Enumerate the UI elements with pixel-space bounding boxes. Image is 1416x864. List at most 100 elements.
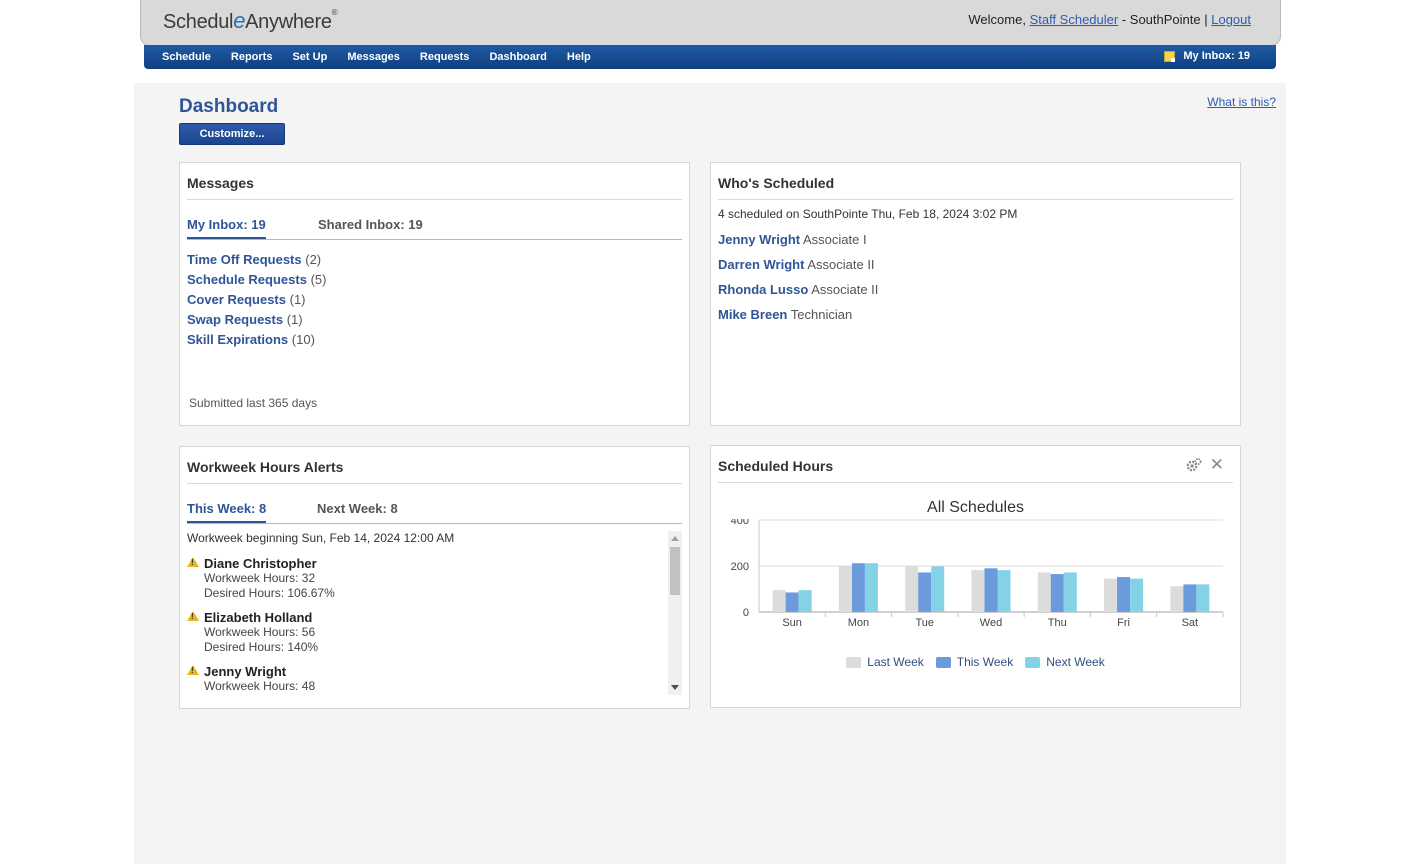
x-tick-label: Sat: [1182, 617, 1199, 629]
tab-this-week[interactable]: This Week: 8: [187, 501, 267, 523]
scheduled-hours-panel: Scheduled Hours ✕ All Schedules 0 200 400 S…: [710, 445, 1241, 708]
close-icon[interactable]: ✕: [1209, 455, 1224, 474]
skill-expirations-link[interactable]: Skill Expirations: [187, 332, 289, 347]
tab-my-inbox[interactable]: My Inbox: 19: [187, 217, 266, 239]
time-off-requests-link[interactable]: Time Off Requests: [187, 252, 302, 267]
divider: [187, 199, 682, 200]
warning-icon: [187, 665, 199, 675]
page-title: Dashboard: [179, 96, 279, 117]
legend-swatch: [846, 656, 862, 668]
bar-next-week[interactable]: [798, 590, 812, 612]
alert-name[interactable]: Jenny Wright: [204, 664, 287, 679]
schedule-requests-link[interactable]: Schedule Requests: [187, 272, 307, 287]
scheduled-list: Jenny Wright Associate I Darren Wright A…: [718, 232, 878, 332]
user-link[interactable]: Staff Scheduler: [1029, 12, 1119, 27]
welcome-text: Welcome, Staff Scheduler - SouthPointe |…: [968, 12, 1251, 27]
workweek-alerts-title: Workweek Hours Alerts: [187, 459, 344, 475]
messages-title: Messages: [187, 175, 254, 191]
whos-scheduled-title: Who's Scheduled: [718, 175, 835, 191]
messages-panel: Messages My Inbox: 19 Shared Inbox: 19 T…: [179, 162, 690, 426]
list-item: Schedule Requests (5): [187, 272, 327, 287]
bar-last-week[interactable]: [1104, 578, 1118, 612]
what-is-this-link[interactable]: What is this?: [1207, 95, 1276, 109]
divider: [187, 483, 682, 484]
submitted-note: Submitted last 365 days: [189, 396, 318, 410]
bar-this-week[interactable]: [851, 563, 865, 612]
tab-shared-inbox[interactable]: Shared Inbox: 19: [318, 217, 423, 232]
chart-legend: Last Week This Week Next Week: [711, 655, 1240, 669]
swap-requests-link[interactable]: Swap Requests: [187, 312, 284, 327]
warning-icon: [187, 557, 199, 567]
bar-last-week[interactable]: [971, 570, 985, 612]
gear-icon[interactable]: [1186, 457, 1202, 473]
nav-help[interactable]: Help: [566, 51, 591, 63]
bar-next-week[interactable]: [1196, 584, 1210, 612]
request-list: Time Off Requests (2) Schedule Requests …: [187, 252, 326, 352]
bar-chart: 0 200 400 Sun Mon Tue Wed Thu Fri Sat: [731, 519, 1224, 629]
nav-dashboard[interactable]: Dashboard: [489, 51, 547, 63]
bar-this-week[interactable]: [1117, 577, 1131, 612]
bar-next-week[interactable]: [931, 566, 945, 612]
nav-setup[interactable]: Set Up: [292, 51, 328, 63]
bar-next-week[interactable]: [997, 570, 1011, 612]
alerts-tabs: This Week: 8 Next Week: 8: [187, 499, 682, 524]
person-link[interactable]: Jenny Wright: [718, 232, 801, 247]
legend-last-week[interactable]: Last Week: [846, 655, 924, 669]
nav-requests[interactable]: Requests: [419, 51, 470, 63]
alert-item: Elizabeth Holland Workweek Hours: 56 Des…: [187, 610, 666, 655]
nav-messages[interactable]: Messages: [347, 51, 400, 63]
alert-name[interactable]: Elizabeth Holland: [204, 610, 313, 625]
dashboard-main: Dashboard Customize... What is this? Mes…: [134, 83, 1286, 864]
cover-requests-link[interactable]: Cover Requests: [187, 292, 286, 307]
x-tick-label: Tue: [915, 617, 934, 629]
list-item: Swap Requests (1): [187, 312, 303, 327]
bar-last-week[interactable]: [772, 590, 786, 612]
list-item: Time Off Requests (2): [187, 252, 322, 267]
y-tick-label: 400: [731, 519, 749, 527]
list-item: Darren Wright Associate II: [718, 257, 875, 272]
bar-last-week[interactable]: [1037, 572, 1051, 612]
bar-last-week[interactable]: [1170, 586, 1184, 612]
bar-next-week[interactable]: [1130, 578, 1144, 612]
nav-schedule[interactable]: Schedule: [162, 51, 211, 63]
bar-this-week[interactable]: [1050, 574, 1064, 612]
whos-scheduled-panel: Who's Scheduled 4 scheduled on SouthPoin…: [710, 162, 1241, 426]
bar-last-week[interactable]: [905, 566, 919, 612]
y-tick-label: 200: [731, 561, 749, 573]
bar-next-week[interactable]: [1063, 572, 1077, 612]
list-item: Jenny Wright Associate I: [718, 232, 867, 247]
workweek-begin-text: Workweek beginning Sun, Feb 14, 2024 12:…: [187, 531, 455, 545]
bar-this-week[interactable]: [785, 592, 799, 612]
app-logo[interactable]: ScheduleAnywhere®: [163, 8, 338, 33]
alerts-scroll-area[interactable]: Workweek beginning Sun, Feb 14, 2024 12:…: [187, 531, 682, 695]
bar-this-week[interactable]: [1183, 584, 1197, 612]
scroll-up-arrow-icon[interactable]: [671, 536, 679, 541]
divider: [718, 482, 1233, 483]
alert-item: Jenny Wright Workweek Hours: 48: [187, 664, 666, 695]
bar-last-week[interactable]: [838, 566, 852, 612]
customize-button[interactable]: Customize...: [179, 123, 285, 145]
legend-this-week[interactable]: This Week: [935, 655, 1013, 669]
list-item: Rhonda Lusso Associate II: [718, 282, 879, 297]
scheduled-hours-title: Scheduled Hours: [718, 458, 834, 474]
scrollbar[interactable]: [668, 531, 682, 695]
legend-next-week[interactable]: Next Week: [1025, 655, 1105, 669]
x-tick-label: Wed: [980, 617, 1002, 629]
tab-next-week[interactable]: Next Week: 8: [317, 501, 398, 516]
person-link[interactable]: Rhonda Lusso: [718, 282, 809, 297]
bar-this-week[interactable]: [984, 568, 998, 612]
nav-reports[interactable]: Reports: [230, 51, 273, 63]
person-link[interactable]: Mike Breen: [718, 307, 788, 322]
scroll-down-arrow-icon[interactable]: [671, 685, 679, 690]
chart-title: All Schedules: [927, 499, 1024, 516]
app-header: ScheduleAnywhere® Welcome, Staff Schedul…: [140, 0, 1281, 46]
scroll-thumb[interactable]: [670, 547, 680, 595]
bar-next-week[interactable]: [864, 563, 878, 612]
legend-swatch: [1025, 656, 1041, 668]
bar-this-week[interactable]: [918, 572, 932, 612]
alert-name[interactable]: Diane Christopher: [204, 556, 317, 571]
person-link[interactable]: Darren Wright: [718, 257, 805, 272]
nav-inbox[interactable]: My Inbox: 19: [1164, 50, 1250, 62]
note-icon: [1164, 50, 1176, 62]
logout-link[interactable]: Logout: [1211, 12, 1251, 27]
